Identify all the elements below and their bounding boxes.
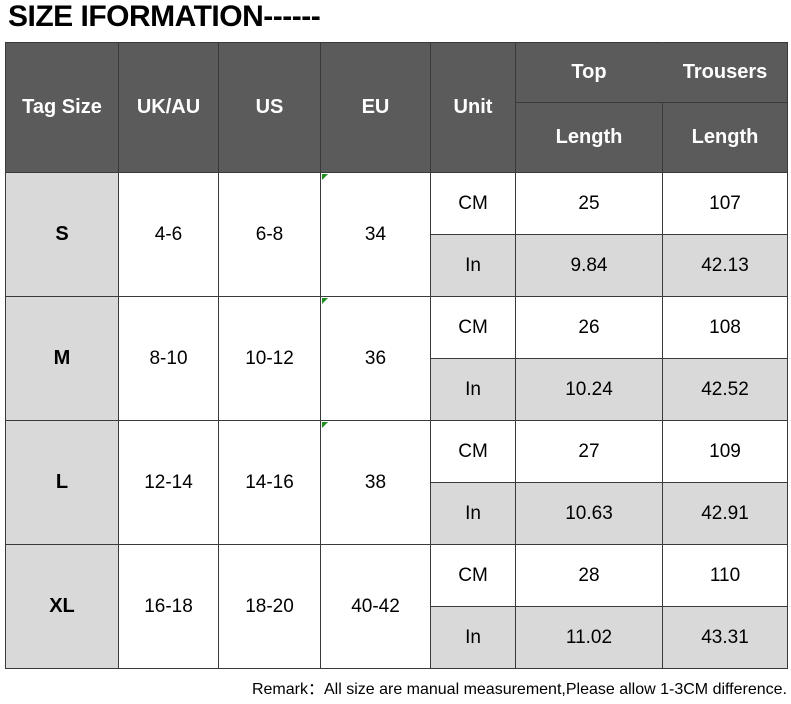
page-title: SIZE IFORMATION------ [8,0,321,33]
top-length-cell: 26 [515,296,663,359]
trousers-length-cell: 42.52 [662,358,788,421]
trousers-length-cell: 109 [662,420,788,483]
ukau-cell: 12-14 [118,420,219,545]
header-uk-au: UK/AU [118,42,219,173]
trousers-length-cell: 110 [662,544,788,607]
header-top-length: Length [515,102,663,173]
us-cell: 6-8 [218,172,321,297]
header-us: US [218,42,321,173]
table-row-xl-cm: XL 16-18 18-20 40-42 CM 28 110 [5,544,788,669]
unit-cell: CM [430,420,516,483]
us-cell: 14-16 [218,420,321,545]
table-row-s-in: In 9.84 42.13 [6,234,788,297]
trousers-length-cell: 42.13 [662,234,788,297]
ukau-cell: 16-18 [118,544,219,669]
table-row-l-cm: L 12-14 14-16 38 CM 27 109 [5,420,788,545]
table-row-l-in: In 10.63 42.91 [6,482,788,545]
top-length-cell: 10.24 [515,358,663,421]
header-tag-size: Tag Size [5,42,119,173]
trousers-length-cell: 107 [662,172,788,235]
unit-cell: In [430,358,516,421]
table-row-m-in: In 10.24 42.52 [6,358,788,421]
tag-size-cell: XL [5,544,119,669]
excel-error-marker-icon [322,298,328,304]
tag-size-cell: M [5,296,119,421]
header-trousers-group: Trousers [662,42,788,103]
top-length-cell: 11.02 [515,606,663,669]
header-top-group: Top [515,42,663,103]
unit-cell: CM [430,172,516,235]
ukau-cell: 8-10 [118,296,219,421]
header-unit: Unit [430,42,516,173]
eu-cell: 34 [320,172,431,297]
unit-cell: In [430,482,516,545]
eu-cell: 36 [320,296,431,421]
tag-size-cell: S [5,172,119,297]
table-row-m-cm: M 8-10 10-12 36 CM 26 108 [5,296,788,421]
top-length-cell: 27 [515,420,663,483]
top-length-cell: 25 [515,172,663,235]
unit-cell: CM [430,296,516,359]
us-cell: 18-20 [218,544,321,669]
header-trousers-length: Length [662,102,788,173]
trousers-length-cell: 42.91 [662,482,788,545]
tag-size-cell: L [5,420,119,545]
eu-cell: 40-42 [320,544,431,669]
header-eu: EU [320,42,431,173]
excel-error-marker-icon [322,174,328,180]
trousers-length-cell: 108 [662,296,788,359]
remark-note: Remark：All size are manual measurement,P… [251,681,787,698]
trousers-length-cell: 43.31 [662,606,788,669]
table-row-s-cm: S 4-6 6-8 34 CM 25 107 [5,172,788,297]
table-row-xl-in: In 11.02 43.31 [6,606,788,669]
us-cell: 10-12 [218,296,321,421]
excel-error-marker-icon [322,422,328,428]
unit-cell: In [430,606,516,669]
top-length-cell: 10.63 [515,482,663,545]
ukau-cell: 4-6 [118,172,219,297]
eu-cell: 38 [320,420,431,545]
top-length-cell: 9.84 [515,234,663,297]
top-length-cell: 28 [515,544,663,607]
size-chart-table: Tag Size UK/AU US EU Unit Top Trousers L… [5,42,788,669]
unit-cell: In [430,234,516,297]
unit-cell: CM [430,544,516,607]
